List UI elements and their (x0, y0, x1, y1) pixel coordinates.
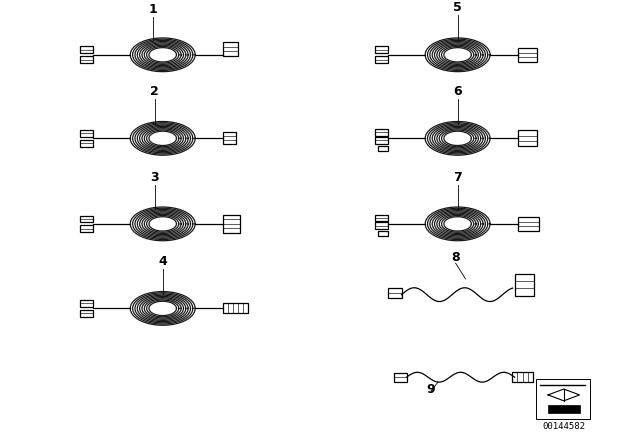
Bar (223, 303, 248, 313)
Bar (512, 372, 533, 382)
Text: 2: 2 (150, 85, 159, 98)
Bar (536, 379, 590, 418)
Bar (223, 42, 239, 56)
Bar (80, 225, 93, 232)
Bar (548, 405, 579, 413)
Bar (518, 217, 540, 231)
Text: 5: 5 (453, 1, 462, 14)
Bar (518, 130, 537, 146)
Bar (375, 47, 388, 53)
Bar (80, 140, 93, 146)
Text: 8: 8 (451, 251, 460, 264)
Bar (80, 300, 93, 307)
Text: 7: 7 (453, 171, 462, 184)
Bar (80, 310, 93, 317)
Bar (388, 288, 401, 297)
Bar (80, 56, 93, 63)
Text: 3: 3 (150, 171, 159, 184)
Bar (375, 137, 388, 144)
Bar (378, 231, 388, 236)
Bar (518, 48, 537, 62)
Bar (223, 133, 236, 144)
Text: 6: 6 (453, 85, 462, 98)
Bar (515, 274, 534, 296)
Bar (375, 215, 388, 221)
Text: 1: 1 (148, 4, 157, 17)
Bar (80, 215, 93, 222)
Bar (375, 222, 388, 229)
Bar (223, 215, 241, 233)
Text: 00144582: 00144582 (542, 422, 586, 431)
Text: 9: 9 (427, 383, 435, 396)
Bar (375, 56, 388, 63)
Bar (375, 129, 388, 136)
Bar (80, 130, 93, 137)
Text: 4: 4 (158, 255, 167, 268)
Bar (80, 47, 93, 53)
Bar (394, 373, 408, 382)
Bar (378, 146, 388, 151)
